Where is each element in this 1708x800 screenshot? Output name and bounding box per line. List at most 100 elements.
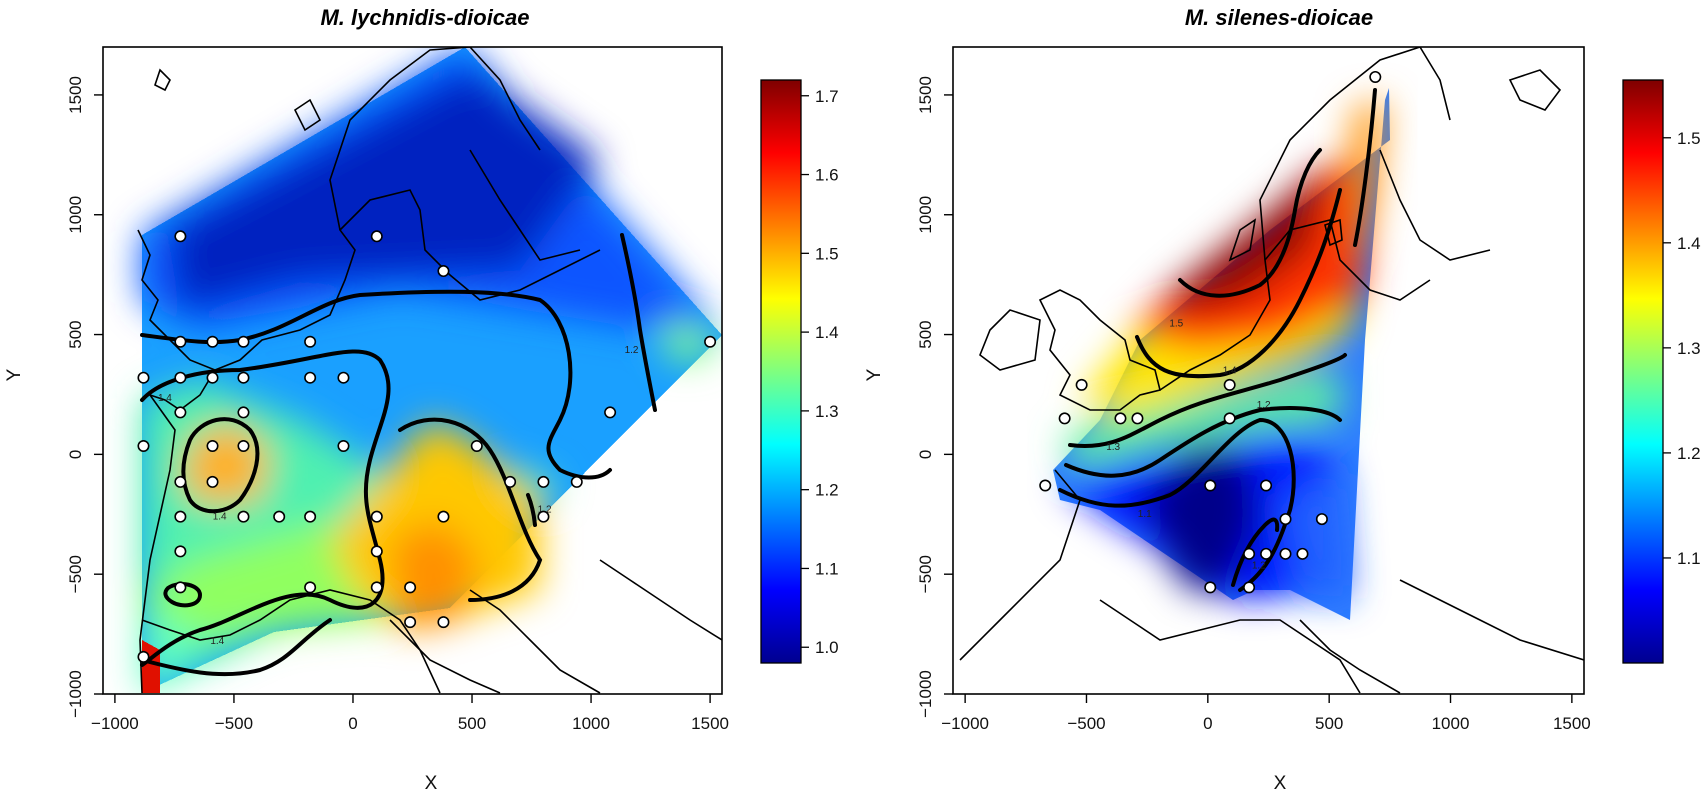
sample-point — [174, 371, 187, 384]
coastline-italy — [1299, 619, 1401, 694]
sample-point — [1058, 412, 1071, 425]
colorbar-tick-label: 1.4 — [1677, 234, 1701, 253]
sample-point — [206, 335, 219, 348]
sample-point — [370, 230, 383, 243]
sample-point — [174, 510, 187, 523]
y-tick-label: −1000 — [66, 670, 85, 718]
heatmap-region — [1140, 440, 1260, 590]
sample-point — [437, 510, 450, 523]
x-axis-label: X — [1274, 773, 1287, 794]
coastline-continent — [959, 469, 1081, 661]
contour-lines — [1058, 88, 1377, 592]
y-tick-label: 1000 — [916, 196, 935, 234]
sample-point — [337, 371, 350, 384]
y-tick-label: 500 — [916, 320, 935, 348]
heatmap-region — [1353, 100, 1385, 270]
x-tick-label: 1500 — [1553, 714, 1591, 733]
colorbar-tick-label: 1.5 — [1677, 129, 1701, 148]
contour-line-1.3-south — [398, 417, 543, 602]
colorbar-tick-label: 1.1 — [1677, 549, 1701, 568]
plot-frame — [952, 46, 1585, 695]
contour-label: 1.1 — [1138, 509, 1152, 520]
sample-point — [1223, 412, 1236, 425]
contour-line-1.2-east — [620, 233, 657, 412]
x-tick-label: 0 — [1203, 714, 1212, 733]
coastlines — [137, 47, 722, 694]
sample-point — [1260, 547, 1273, 560]
x-tick-label: −1000 — [91, 714, 139, 733]
coastline-baltic — [1379, 149, 1491, 261]
y-axis: −1000 −500 0 500 1000 1500 — [916, 76, 953, 718]
colorbar-gradient — [760, 79, 802, 664]
heatmap-region — [180, 420, 270, 505]
sample-point — [370, 545, 383, 558]
sample-point — [437, 265, 450, 278]
contour-label: 1.4 — [213, 511, 227, 522]
colorbar-tick-label: 1.3 — [815, 402, 839, 421]
sample-point — [1204, 479, 1217, 492]
y-tick-label: 0 — [916, 450, 935, 459]
colorbar-tick-label: 1.1 — [815, 559, 839, 578]
contour-line-1.2 — [1064, 406, 1342, 478]
sample-point — [1243, 581, 1256, 594]
coastline-italy — [389, 619, 501, 694]
y-axis: −1000 −500 0 500 1000 1500 — [66, 76, 103, 718]
sample-point — [304, 581, 317, 594]
coastline-baltic — [469, 149, 581, 261]
heatmap-field — [1060, 100, 1385, 600]
coastline-scandinavia — [329, 47, 541, 231]
contour-line-1.5 — [1178, 148, 1322, 298]
sample-point-layer — [137, 230, 717, 663]
contour-line-1.2-east-short — [526, 493, 537, 527]
heatmap-region — [390, 520, 480, 630]
coastlines — [959, 47, 1584, 694]
sample-point — [704, 335, 717, 348]
sample-point — [337, 439, 350, 452]
heatmap-region — [1160, 160, 1330, 310]
sample-point — [206, 475, 219, 488]
sample-point — [174, 581, 187, 594]
sample-point — [370, 510, 383, 523]
x-tick-label: −500 — [215, 714, 253, 733]
contour-line-1.3-centre — [140, 349, 391, 667]
contour-label-layer: 1.2 1.4 1.4 1.2 1.4 — [158, 345, 639, 647]
panel-silenes: M. silenes-dioicae — [864, 5, 1701, 794]
sample-point — [174, 230, 187, 243]
colorbar-tick-label: 1.2 — [1677, 444, 1701, 463]
x-tick-label: 500 — [1315, 714, 1343, 733]
sample-point — [304, 510, 317, 523]
sample-point — [604, 406, 617, 419]
colorbar-tick-label: 1.6 — [815, 166, 839, 185]
x-axis: −1000 −500 0 500 1000 1500 — [91, 694, 729, 733]
sample-point — [1315, 513, 1328, 526]
x-tick-label: −1000 — [941, 714, 989, 733]
contour-label-layer: 1.5 1.4 1.3 1.2 1.1 1.2 — [1106, 319, 1271, 572]
coastline-balkans — [599, 559, 722, 641]
x-tick-label: 0 — [348, 714, 357, 733]
sample-point — [237, 439, 250, 452]
colorbar-gradient — [1622, 79, 1664, 664]
heatmap-surface — [142, 47, 722, 693]
coastline-continent — [139, 394, 176, 694]
coastline-norway-islands — [1508, 69, 1562, 111]
sample-point — [1039, 479, 1052, 492]
y-tick-label: 500 — [66, 320, 85, 348]
colorbar-tick-label: 1.4 — [815, 323, 839, 342]
contour-label: 1.2 — [1252, 561, 1266, 572]
coastline-british-isles — [1038, 289, 1161, 411]
y-tick-label: 1000 — [66, 196, 85, 234]
coastline-gotland — [1324, 218, 1343, 247]
contour-label: 1.2 — [1257, 400, 1271, 411]
contour-line-1.2-small — [163, 582, 203, 608]
sample-point — [1131, 412, 1144, 425]
panel-title: M. silenes-dioicae — [1185, 5, 1373, 30]
sample-point — [273, 510, 286, 523]
plot-frame — [102, 46, 723, 695]
contour-line-1.4-north — [1353, 88, 1377, 247]
heatmap-region — [1060, 370, 1340, 470]
sample-point — [437, 616, 450, 629]
contour-label: 1.4 — [158, 393, 172, 404]
contour-label: 1.4 — [1223, 365, 1237, 376]
contour-line-1.4-south — [140, 618, 332, 677]
